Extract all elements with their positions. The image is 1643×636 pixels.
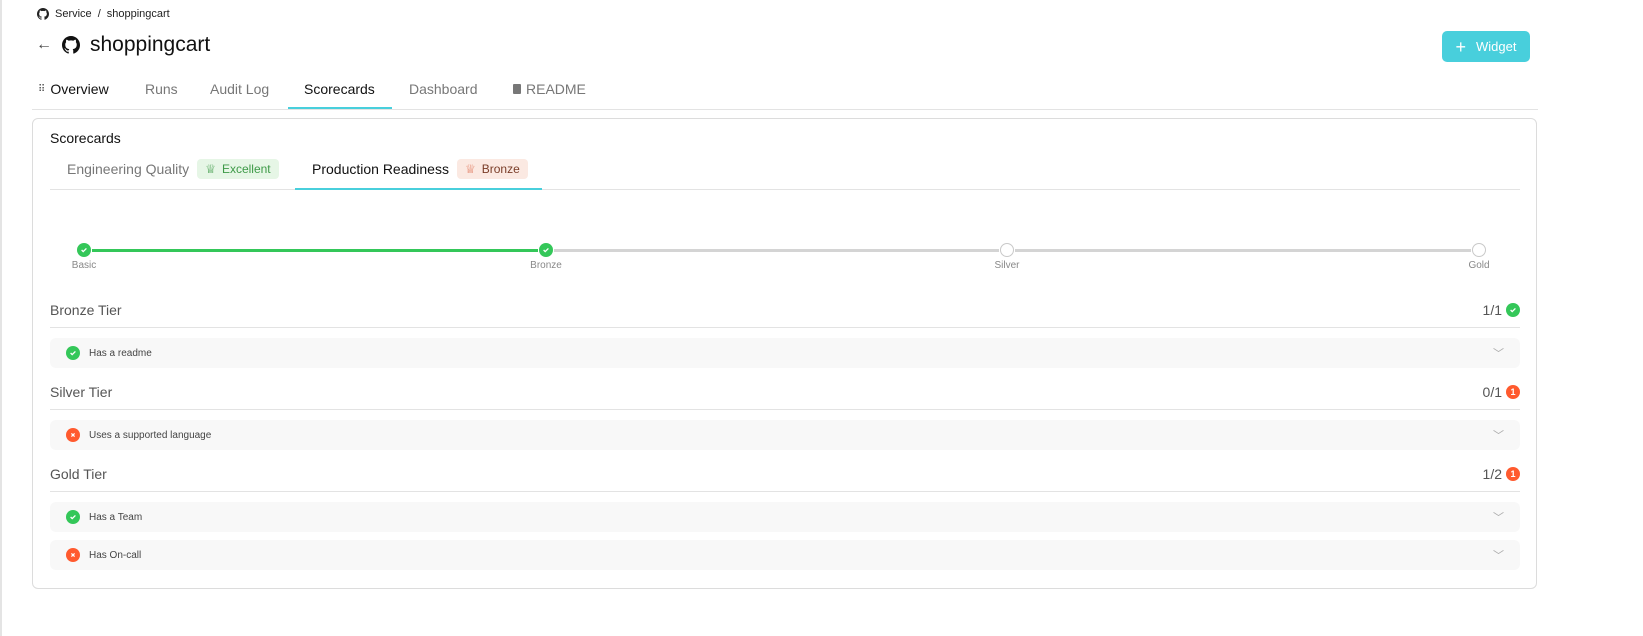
tab-label: Overview — [50, 81, 109, 97]
failed-count-badge: 1 — [1506, 384, 1520, 399]
level-label: Silver — [994, 260, 1020, 271]
badge-label: Bronze — [481, 162, 520, 176]
tier-score: 0/1 1 — [1483, 384, 1520, 400]
tab-bar: ⠿ Overview Runs Audit Log Scorecards Dash… — [32, 72, 1538, 110]
page-header: ← shoppingcart — [36, 33, 210, 57]
plus-icon: + — [1455, 36, 1467, 57]
add-widget-label: Widget — [1476, 39, 1517, 54]
tier-name: Gold Tier — [50, 465, 107, 482]
trophy-icon: ♕ — [464, 162, 476, 176]
check-circle-icon — [66, 510, 80, 524]
tier-score-text: 1/2 — [1482, 465, 1502, 482]
scorecards-card: Scorecards Engineering Quality ♕ Excellen… — [32, 118, 1537, 589]
rule-label: Has On-call — [89, 549, 142, 561]
grip-icon: ⠿ — [38, 83, 46, 95]
tier-name: Bronze Tier — [50, 301, 122, 318]
rule-row[interactable]: Uses a supported language ﹀ — [50, 420, 1520, 450]
tier-section: Gold Tier 1/2 1 Has a Team ﹀ Has On-call ﹀ — [50, 456, 1520, 570]
rule-row[interactable]: Has a readme ﹀ — [50, 338, 1520, 368]
add-widget-button[interactable]: + Widget — [1442, 31, 1530, 62]
tab-label: Audit Log — [210, 81, 270, 97]
x-circle-icon — [66, 428, 80, 442]
level-badge: ♕ Bronze — [456, 159, 528, 179]
tab-label: Dashboard — [409, 81, 478, 97]
scorecard-tab-production-readiness[interactable]: Production Readiness ♕ Bronze — [312, 159, 528, 179]
tier-score: 1/2 1 — [1483, 466, 1520, 482]
check-icon — [81, 247, 87, 253]
tab-label: Scorecards — [304, 81, 375, 97]
progress-segment — [1015, 249, 1471, 252]
tab-scorecards[interactable]: Scorecards — [304, 81, 375, 97]
chevron-down-icon[interactable]: ﹀ — [1493, 430, 1504, 442]
chevron-down-icon[interactable]: ﹀ — [1493, 512, 1504, 524]
tier-section: Silver Tier 0/1 1 Uses a supported language… — [50, 374, 1520, 450]
chevron-down-icon[interactable]: ﹀ — [1493, 550, 1504, 562]
trophy-icon: ♕ — [205, 162, 216, 176]
rule-label: Has a readme — [89, 347, 152, 359]
chevron-down-icon[interactable]: ﹀ — [1493, 348, 1504, 360]
level-node-basic — [77, 243, 91, 257]
tab-label: Runs — [145, 81, 178, 97]
level-node-silver — [1000, 243, 1014, 257]
rule-label: Uses a supported language — [89, 429, 212, 441]
tier-section: Bronze Tier 1/1 Has a readme ﹀ — [50, 292, 1520, 368]
x-circle-icon — [66, 548, 80, 562]
level-label: Gold — [1468, 260, 1490, 271]
breadcrumb-parent[interactable]: Service — [55, 8, 92, 20]
breadcrumb-current: shoppingcart — [106, 8, 170, 20]
check-circle-icon — [66, 346, 80, 360]
rule-row[interactable]: Has a Team ﹀ — [50, 502, 1520, 532]
tab-dashboard[interactable]: Dashboard — [409, 81, 478, 97]
rule-row[interactable]: Has On-call ﹀ — [50, 540, 1520, 570]
card-title: Scorecards — [50, 130, 121, 146]
rule-label: Has a Team — [89, 511, 143, 523]
level-label: Bronze — [530, 260, 562, 271]
level-label: Basic — [71, 260, 97, 271]
github-icon — [37, 8, 49, 20]
tab-readme[interactable]: README — [513, 81, 586, 97]
progress-segment — [554, 249, 999, 252]
tab-overview[interactable]: ⠿ Overview — [38, 81, 109, 97]
page-title: shoppingcart — [90, 33, 211, 56]
scorecard-tab-engineering-quality[interactable]: Engineering Quality ♕ Excellent — [67, 159, 279, 179]
tab-label: README — [526, 81, 586, 97]
level-node-bronze — [539, 243, 553, 257]
tier-name: Silver Tier — [50, 383, 113, 400]
back-arrow-icon[interactable]: ← — [36, 36, 52, 53]
breadcrumb: Service / shoppingcart — [37, 8, 170, 20]
breadcrumb-separator: / — [97, 8, 101, 20]
check-circle-icon — [1506, 302, 1520, 317]
badge-label: Excellent — [221, 162, 271, 176]
github-icon — [62, 36, 80, 54]
tab-audit-log[interactable]: Audit Log — [210, 81, 269, 97]
progress-segment — [92, 249, 538, 252]
level-badge: ♕ Excellent — [197, 159, 279, 179]
failed-count-badge: 1 — [1506, 466, 1520, 481]
scorecard-tabs: Engineering Quality ♕ Excellent Productio… — [50, 157, 1520, 190]
active-tab-indicator — [288, 107, 392, 109]
left-border — [0, 0, 2, 636]
active-scorecard-indicator — [295, 188, 542, 190]
level-node-gold — [1472, 243, 1486, 257]
tier-score-text: 0/1 — [1482, 383, 1502, 400]
scorecard-tab-label: Production Readiness — [312, 161, 449, 177]
check-icon — [543, 247, 549, 253]
tier-score: 1/1 — [1483, 302, 1520, 318]
scorecard-tab-label: Engineering Quality — [67, 161, 190, 177]
tier-score-text: 1/1 — [1482, 301, 1502, 318]
tier-header: Bronze Tier 1/1 — [50, 292, 1520, 328]
tier-header: Gold Tier 1/2 1 — [50, 456, 1520, 492]
tab-runs[interactable]: Runs — [145, 81, 178, 97]
tier-header: Silver Tier 0/1 1 — [50, 374, 1520, 410]
book-icon — [513, 84, 521, 94]
